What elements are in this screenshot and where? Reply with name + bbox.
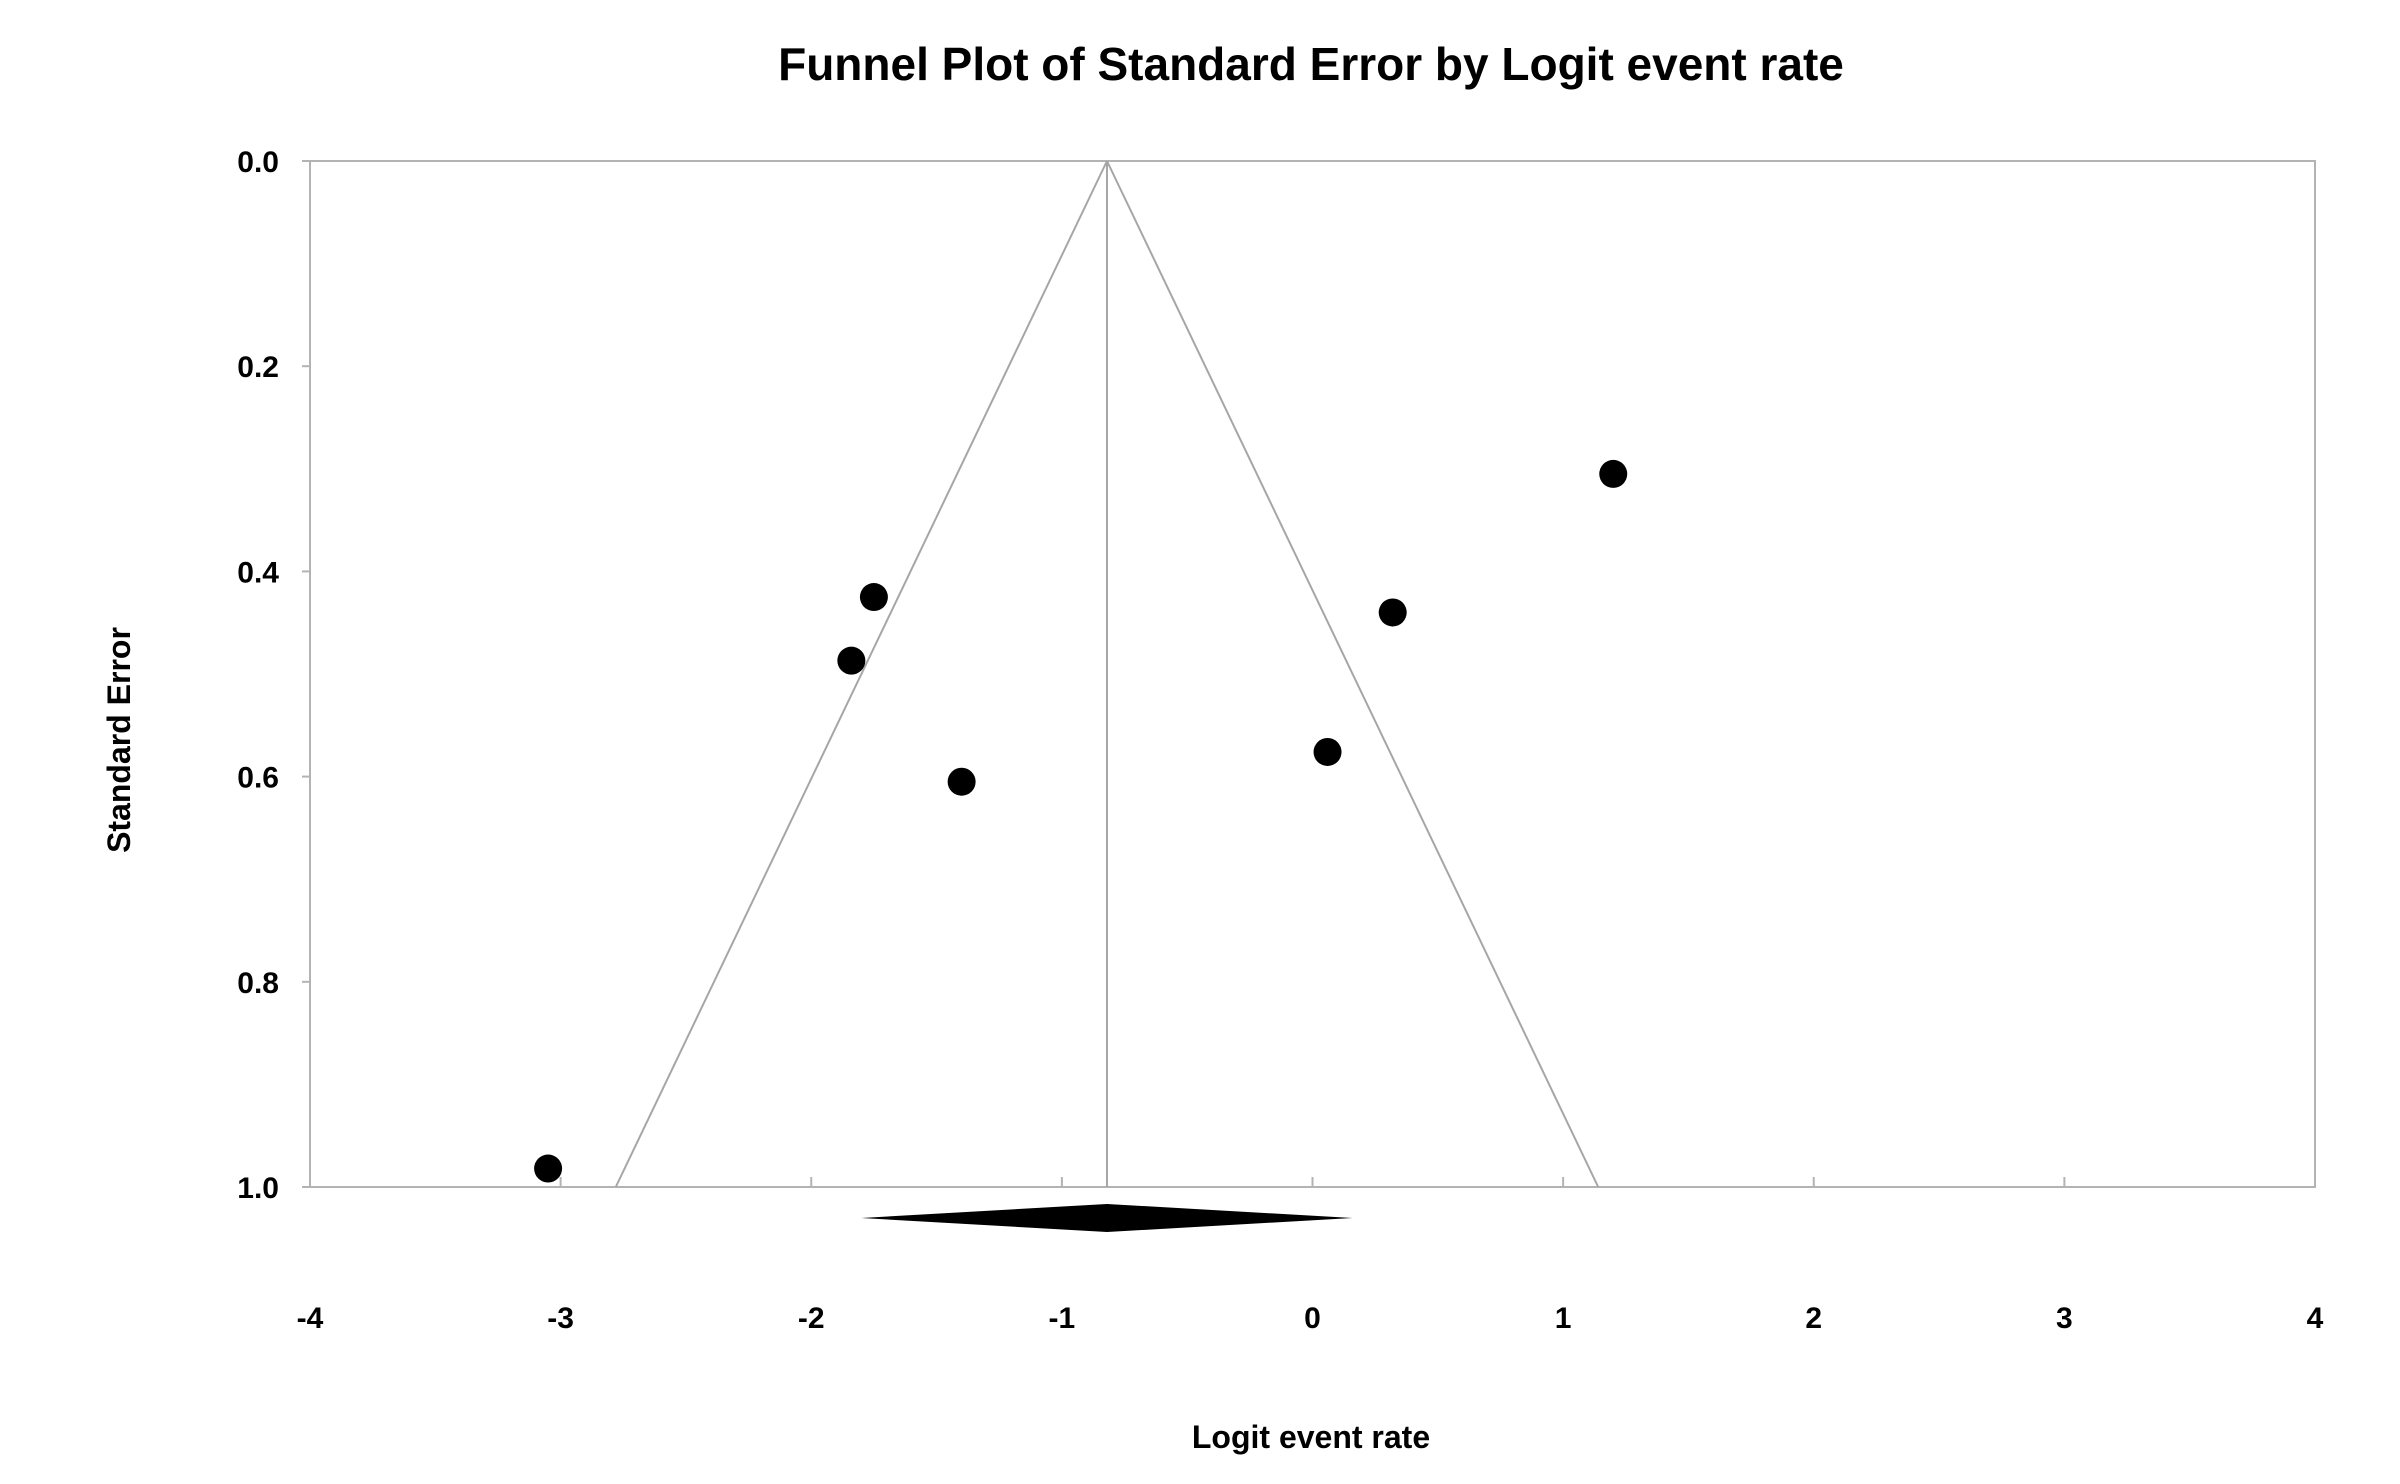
study-point <box>534 1154 563 1183</box>
points-layer <box>534 459 1628 1183</box>
y-tick-label: 0.4 <box>237 556 279 589</box>
plot-area <box>309 160 2316 1188</box>
summary-diamond <box>861 1204 1353 1232</box>
study-point <box>859 583 888 612</box>
y-tick-label: 0.0 <box>237 146 279 179</box>
y-tick-label: 0.2 <box>237 351 279 384</box>
x-tick-label: 2 <box>1805 1302 1822 1335</box>
funnel-layer <box>614 160 1600 1188</box>
chart-title: Funnel Plot of Standard Error by Logit e… <box>778 38 1844 90</box>
study-point <box>1313 737 1342 766</box>
y-tick-label: 0.6 <box>237 762 279 795</box>
y-tick-label: 0.8 <box>237 967 279 1000</box>
summary-diamond-layer <box>861 1204 1353 1232</box>
y-tick-label: 1.0 <box>237 1172 279 1205</box>
y-axis: 0.0 0.2 0.4 0.6 0.8 1.0 <box>237 146 310 1205</box>
x-axis-label: Logit event rate <box>1192 1419 1430 1455</box>
y-axis-label: Standard Error <box>101 627 137 853</box>
x-tick-label: 1 <box>1555 1302 1572 1335</box>
x-tick-label: 3 <box>2056 1302 2073 1335</box>
x-tick-label: 0 <box>1304 1302 1321 1335</box>
x-axis: -4 -3 -2 -1 0 1 2 3 4 <box>297 1177 2324 1335</box>
funnel-left-line <box>614 160 1108 1188</box>
study-point <box>1378 598 1407 627</box>
x-tick-label: 4 <box>2307 1302 2324 1335</box>
x-tick-label: -2 <box>798 1302 825 1335</box>
x-tick-label: -1 <box>1049 1302 1076 1335</box>
study-point <box>1599 459 1628 488</box>
study-point <box>837 646 866 675</box>
x-tick-label: -3 <box>547 1302 574 1335</box>
study-point <box>947 767 976 796</box>
funnel-right-line <box>1106 160 1600 1188</box>
x-tick-label: -4 <box>297 1302 324 1335</box>
